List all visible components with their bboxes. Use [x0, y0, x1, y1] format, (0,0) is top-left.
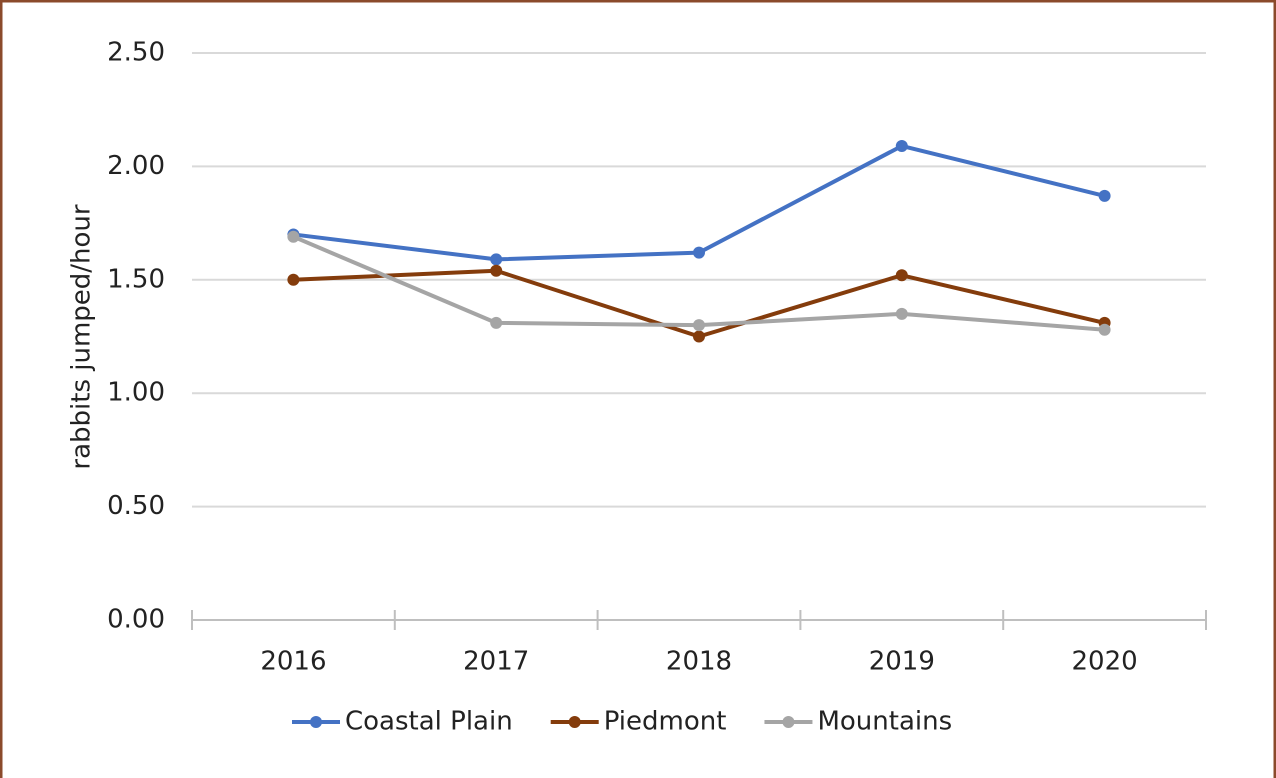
- x-tick-label: 2016: [260, 647, 326, 677]
- data-point: [895, 139, 908, 152]
- legend-label: Mountains: [817, 707, 952, 737]
- data-point: [693, 319, 705, 332]
- data-point: [490, 264, 503, 277]
- y-tick-label: 0.50: [107, 491, 165, 521]
- data-point: [490, 253, 503, 266]
- legend-label: Piedmont: [604, 707, 727, 737]
- x-tick-label: 2017: [463, 647, 529, 677]
- data-point: [490, 316, 503, 329]
- legend-marker: [782, 716, 795, 728]
- data-point: [895, 269, 908, 282]
- data-point: [693, 246, 705, 259]
- data-point: [895, 307, 908, 320]
- legend-marker: [310, 716, 322, 728]
- y-tick-label: 0.00: [107, 605, 165, 635]
- x-tick-label: 2019: [869, 647, 935, 677]
- data-point: [1098, 323, 1111, 336]
- data-point: [1098, 189, 1111, 202]
- data-point: [693, 330, 705, 343]
- y-tick-label: 2.00: [107, 151, 165, 181]
- y-tick-label: 2.50: [107, 38, 165, 68]
- x-tick-label: 2018: [666, 647, 732, 677]
- data-point: [287, 230, 300, 243]
- x-tick-label: 2020: [1072, 647, 1138, 677]
- legend-marker: [568, 716, 581, 728]
- y-tick-label: 1.00: [107, 378, 165, 408]
- legend-label: Coastal Plain: [345, 707, 513, 737]
- y-axis-label: rabbits jumped/hour: [67, 204, 97, 470]
- y-tick-label: 1.50: [107, 264, 165, 294]
- data-point: [287, 273, 300, 286]
